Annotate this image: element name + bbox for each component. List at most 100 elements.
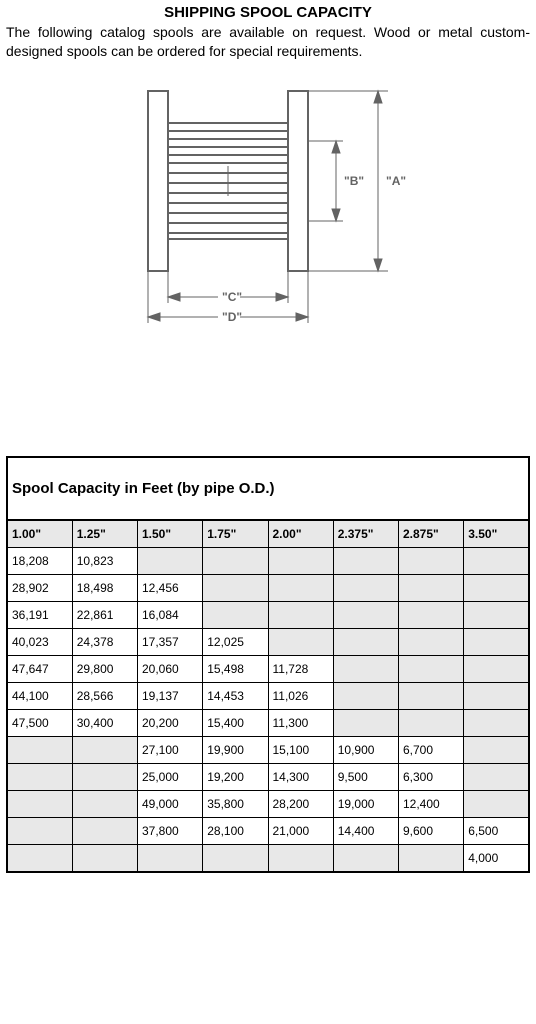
table-cell <box>333 574 398 601</box>
column-header: 1.50" <box>138 520 203 548</box>
table-cell <box>464 574 529 601</box>
table-cell <box>333 655 398 682</box>
table-cell: 14,400 <box>333 817 398 844</box>
table-cell <box>464 709 529 736</box>
table-cell: 30,400 <box>72 709 137 736</box>
table-cell: 15,100 <box>268 736 333 763</box>
table-cell: 14,300 <box>268 763 333 790</box>
column-header: 2.875" <box>399 520 464 548</box>
table-cell <box>333 709 398 736</box>
table-cell: 14,453 <box>203 682 268 709</box>
table-cell: 28,566 <box>72 682 137 709</box>
table-cell <box>268 628 333 655</box>
table-cell: 16,084 <box>138 601 203 628</box>
table-cell: 19,000 <box>333 790 398 817</box>
table-row: 49,00035,80028,20019,00012,400 <box>7 790 529 817</box>
table-cell: 15,400 <box>203 709 268 736</box>
table-cell: 19,137 <box>138 682 203 709</box>
column-header: 2.375" <box>333 520 398 548</box>
table-cell <box>464 628 529 655</box>
table-cell: 36,191 <box>7 601 72 628</box>
table-cell <box>464 790 529 817</box>
table-cell: 28,100 <box>203 817 268 844</box>
intro-paragraph: The following catalog spools are availab… <box>6 23 530 61</box>
label-d: "D" <box>222 310 242 324</box>
table-cell <box>464 601 529 628</box>
table-cell <box>72 844 137 872</box>
table-cell <box>268 547 333 574</box>
table-cell: 19,200 <box>203 763 268 790</box>
table-cell <box>399 655 464 682</box>
column-header: 1.00" <box>7 520 72 548</box>
table-row: 37,80028,10021,00014,4009,6006,500 <box>7 817 529 844</box>
table-row: 27,10019,90015,10010,9006,700 <box>7 736 529 763</box>
table-row: 47,64729,80020,06015,49811,728 <box>7 655 529 682</box>
table-cell <box>203 601 268 628</box>
table-cell <box>333 844 398 872</box>
table-cell <box>138 547 203 574</box>
table-cell <box>268 844 333 872</box>
table-cell: 35,800 <box>203 790 268 817</box>
table-row: 36,19122,86116,084 <box>7 601 529 628</box>
table-cell: 18,498 <box>72 574 137 601</box>
table-cell: 11,026 <box>268 682 333 709</box>
table-cell <box>333 601 398 628</box>
table-cell <box>399 844 464 872</box>
table-cell <box>72 763 137 790</box>
table-cell <box>399 547 464 574</box>
table-cell: 15,498 <box>203 655 268 682</box>
table-cell: 9,600 <box>399 817 464 844</box>
table-cell: 27,100 <box>138 736 203 763</box>
label-c: "C" <box>222 290 242 304</box>
column-header: 2.00" <box>268 520 333 548</box>
table-cell: 19,900 <box>203 736 268 763</box>
table-cell: 21,000 <box>268 817 333 844</box>
table-cell: 6,700 <box>399 736 464 763</box>
table-caption: Spool Capacity in Feet (by pipe O.D.) <box>6 456 530 519</box>
table-cell: 6,500 <box>464 817 529 844</box>
table-cell <box>7 844 72 872</box>
table-cell: 49,000 <box>138 790 203 817</box>
table-cell <box>333 682 398 709</box>
table-cell: 28,902 <box>7 574 72 601</box>
table-cell: 11,728 <box>268 655 333 682</box>
table-cell: 10,823 <box>72 547 137 574</box>
table-cell: 4,000 <box>464 844 529 872</box>
table-row: 47,50030,40020,20015,40011,300 <box>7 709 529 736</box>
table-cell: 18,208 <box>7 547 72 574</box>
table-cell: 44,100 <box>7 682 72 709</box>
table-cell <box>7 817 72 844</box>
table-row: 4,000 <box>7 844 529 872</box>
table-cell: 25,000 <box>138 763 203 790</box>
column-header: 3.50" <box>464 520 529 548</box>
table-row: 18,20810,823 <box>7 547 529 574</box>
page-title: SHIPPING SPOOL CAPACITY <box>6 4 530 21</box>
table-cell <box>7 736 72 763</box>
table-cell <box>464 763 529 790</box>
table-cell <box>72 790 137 817</box>
column-header: 1.25" <box>72 520 137 548</box>
table-cell <box>464 547 529 574</box>
table-cell: 10,900 <box>333 736 398 763</box>
column-header: 1.75" <box>203 520 268 548</box>
table-row: 44,10028,56619,13714,45311,026 <box>7 682 529 709</box>
spool-diagram: "A" "B" "C" "D" <box>6 81 530 346</box>
table-cell: 17,357 <box>138 628 203 655</box>
table-cell: 47,647 <box>7 655 72 682</box>
table-cell: 40,023 <box>7 628 72 655</box>
table-cell <box>464 736 529 763</box>
table-cell <box>72 817 137 844</box>
table-row: 28,90218,49812,456 <box>7 574 529 601</box>
table-cell <box>203 547 268 574</box>
table-cell <box>72 736 137 763</box>
table-row: 25,00019,20014,3009,5006,300 <box>7 763 529 790</box>
table-cell: 28,200 <box>268 790 333 817</box>
table-cell <box>333 547 398 574</box>
table-cell: 11,300 <box>268 709 333 736</box>
table-cell: 9,500 <box>333 763 398 790</box>
table-cell: 20,060 <box>138 655 203 682</box>
table-cell: 24,378 <box>72 628 137 655</box>
table-cell <box>399 574 464 601</box>
table-cell: 47,500 <box>7 709 72 736</box>
table-cell: 29,800 <box>72 655 137 682</box>
